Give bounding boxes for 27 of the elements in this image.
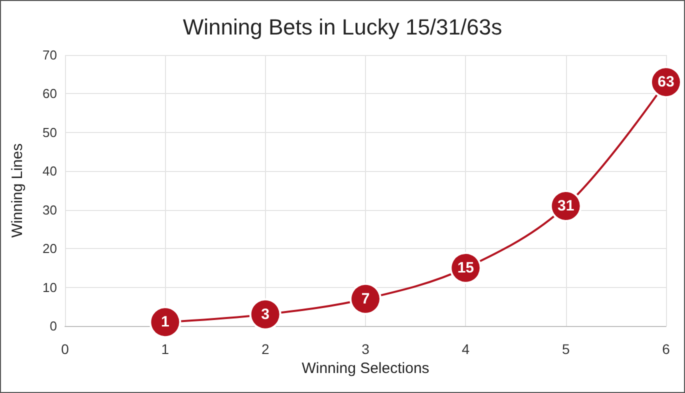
y-tick-label: 70 [42, 48, 57, 62]
x-tick-label: 5 [562, 341, 570, 357]
y-tick-label: 30 [42, 202, 57, 218]
x-tick-label: 0 [61, 341, 70, 357]
y-tick-label: 0 [50, 318, 57, 334]
y-tick-label: 60 [42, 86, 57, 102]
data-label: 1 [160, 314, 170, 331]
x-tick-label: 3 [362, 341, 370, 357]
point [249, 298, 282, 330]
x-tick-label: 6 [662, 341, 670, 357]
y-tick-label: 50 [42, 124, 57, 140]
x-tick-label: 4 [462, 341, 470, 357]
data-label: 3 [261, 306, 270, 323]
point [149, 306, 182, 338]
x-axis-title: Winning Selections [302, 360, 430, 377]
data-label: 31 [557, 197, 574, 214]
y-tick-label: 20 [42, 241, 57, 256]
y-tick-label: 40 [42, 164, 57, 179]
point [350, 282, 382, 315]
data-label: 63 [658, 74, 674, 91]
y-tick-label: 10 [42, 280, 57, 295]
data-label: 7 [361, 290, 370, 308]
x-tick-label: 1 [161, 341, 170, 357]
data-label: 15 [457, 259, 474, 276]
y-axis-title: Winning Lines [9, 143, 26, 238]
chart-title: Winning Bets in Lucky 15/31/63s [182, 14, 502, 40]
x-tick-label: 2 [261, 341, 270, 357]
